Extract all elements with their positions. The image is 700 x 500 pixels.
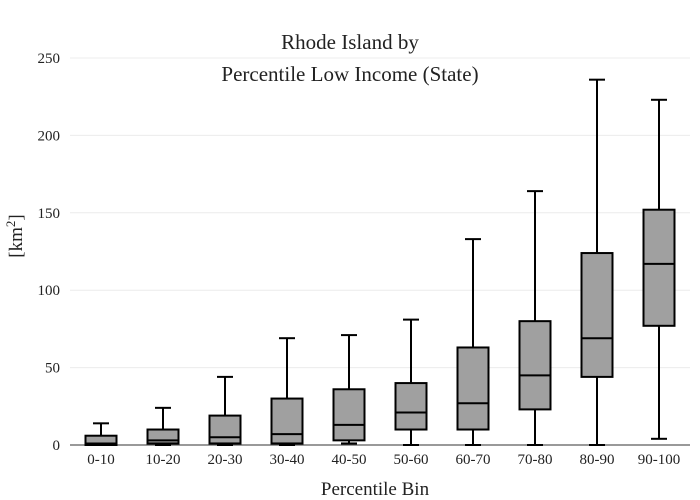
box-20-30: [208, 375, 242, 446]
x-tick-label: 40-50: [332, 452, 367, 468]
iqr-box: [146, 428, 180, 445]
x-tick-label: 0-10: [87, 452, 115, 468]
x-axis-label: Percentile Bin: [321, 479, 430, 500]
y-tick-label: 200: [38, 128, 61, 144]
iqr-box: [456, 346, 490, 431]
chart-title-line-2: Percentile Low Income (State): [221, 62, 478, 86]
box-80-90: [580, 78, 614, 446]
y-axis-label-superscript: 2: [3, 221, 18, 228]
x-tick-label: 50-60: [394, 452, 429, 468]
tick-labels: 0 50 100 150 200 250 0-10 10-20 20-30 30-40 40-50 5…: [38, 51, 681, 468]
iqr-box: [270, 397, 304, 445]
box-50-60: [394, 318, 428, 446]
x-tick-label: 70-80: [518, 452, 553, 468]
box-0-10: [84, 422, 118, 447]
box-series: [84, 78, 676, 447]
box-10-20: [146, 406, 180, 446]
x-tick-label: 20-30: [208, 452, 243, 468]
iqr-box: [642, 208, 676, 327]
box-30-40: [270, 337, 304, 446]
iqr-box: [208, 414, 242, 445]
iqr-box: [332, 388, 366, 442]
box-60-70: [456, 238, 490, 446]
box-90-100: [642, 98, 676, 440]
iqr-box: [580, 252, 614, 378]
y-tick-label: 250: [38, 51, 61, 67]
chart-title-line-1: Rhode Island by: [281, 30, 419, 54]
iqr-box: [394, 382, 428, 431]
iqr-box: [518, 320, 552, 411]
y-tick-label: 0: [53, 438, 61, 454]
x-tick-label: 10-20: [146, 452, 181, 468]
y-axis-label: [km2]: [3, 214, 27, 257]
x-tick-label: 90-100: [638, 452, 681, 468]
y-tick-label: 50: [45, 361, 60, 377]
y-axis-label-end: ]: [6, 214, 27, 220]
x-tick-label: 30-40: [270, 452, 305, 468]
y-axis-label-base: [km: [6, 227, 27, 258]
x-tick-label: 60-70: [456, 452, 491, 468]
box-40-50: [332, 334, 366, 445]
y-tick-label: 100: [38, 283, 61, 299]
x-tick-label: 80-90: [580, 452, 615, 468]
box-70-80: [518, 190, 552, 446]
iqr-box: [84, 434, 118, 447]
y-tick-label: 150: [38, 206, 61, 222]
